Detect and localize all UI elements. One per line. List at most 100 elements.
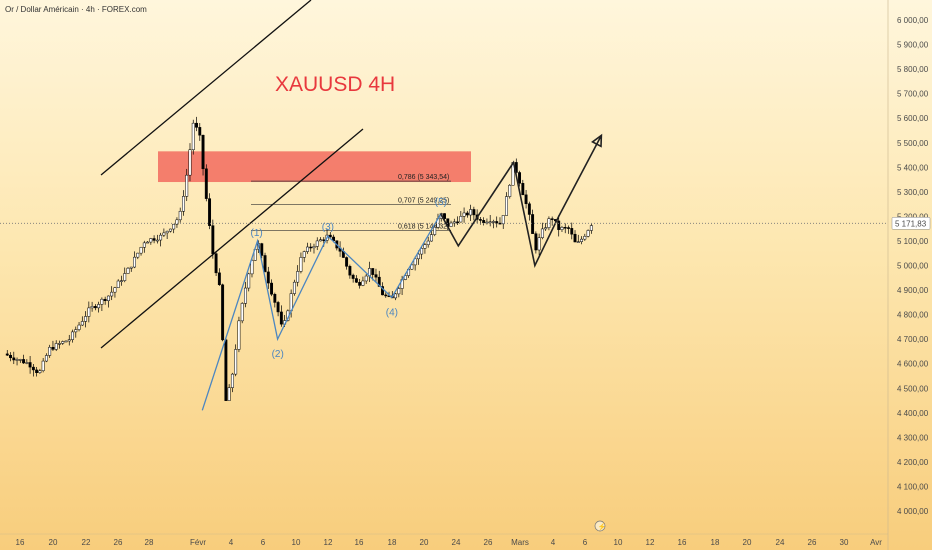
candle-body — [110, 291, 114, 297]
candle-body — [397, 288, 401, 295]
candle-body — [116, 280, 120, 288]
wave-label: (5) — [435, 197, 447, 208]
channel-upper-line — [100, 0, 312, 176]
time-zone-button[interactable]: ⚡ — [594, 520, 606, 532]
forecast-arrow-icon — [591, 133, 603, 148]
candle-body — [374, 274, 378, 278]
candle-body — [315, 240, 319, 247]
candle-body — [71, 331, 74, 340]
candle-body — [217, 272, 221, 286]
candle-body — [377, 276, 381, 287]
price-tick-label: 4 800,00 — [897, 311, 929, 320]
time-tick-label: 12 — [646, 538, 655, 547]
candle-body — [580, 238, 584, 242]
candle-body — [188, 149, 192, 176]
wave-label: (2) — [272, 349, 284, 360]
time-tick-label: 24 — [776, 538, 785, 547]
time-tick-label: 6 — [583, 538, 588, 547]
candle-body — [423, 244, 427, 249]
candle-body — [469, 209, 473, 216]
candle-body — [270, 282, 274, 295]
candle-body — [90, 306, 94, 309]
candle-body — [348, 266, 352, 276]
candle-body — [443, 213, 446, 219]
price-axis[interactable]: 6 000,00 5 900,00 5 800,00 5 700,00 5 600,00… — [887, 0, 929, 550]
candle-body — [276, 302, 280, 313]
candle-body — [162, 232, 166, 236]
candle-body — [567, 227, 570, 229]
price-tick-label: 5 200,00 — [897, 212, 929, 221]
price-tick-label: 5 900,00 — [897, 41, 929, 50]
candle-body — [22, 359, 26, 364]
candle-body — [524, 194, 528, 205]
candle-body — [550, 218, 554, 220]
candle-body — [198, 127, 202, 136]
resistance-zone — [158, 151, 471, 183]
candle-body — [527, 203, 531, 215]
candle-body — [113, 287, 117, 293]
candle-body — [266, 271, 270, 284]
candle-body — [371, 268, 375, 275]
candle-body — [221, 284, 225, 341]
time-tick-label: 16 — [16, 538, 25, 547]
price-tick-label: 4 400,00 — [897, 409, 929, 418]
candle-body — [273, 293, 277, 303]
candle-body — [77, 324, 81, 330]
fib-level-label: 0,707 (5 249,25) — [398, 197, 449, 204]
candle-body — [240, 303, 244, 322]
candle-body — [191, 122, 195, 151]
time-tick-label: 30 — [840, 538, 849, 547]
candles — [5, 116, 593, 401]
candle-body — [155, 239, 159, 242]
candle-body — [449, 222, 453, 227]
price-tick-label: 5 500,00 — [897, 139, 929, 148]
candle-body — [74, 329, 78, 333]
candle-body — [583, 236, 587, 240]
candle-body — [521, 183, 525, 196]
time-tick-label: 28 — [145, 538, 154, 547]
time-tick-label: 20 — [49, 538, 58, 547]
price-tick-label: 6 000,00 — [897, 16, 929, 25]
candle-body — [12, 357, 16, 361]
price-tick-label: 4 200,00 — [897, 458, 929, 467]
candle-body — [472, 209, 476, 216]
candle-body — [488, 221, 492, 223]
candle-body — [563, 227, 567, 229]
candle-body — [518, 172, 522, 184]
candle-body — [381, 286, 384, 296]
candle-body — [149, 238, 153, 243]
candle-body — [420, 248, 424, 255]
channel-lower-line — [100, 128, 364, 349]
candle-body — [58, 343, 61, 345]
candle-body — [478, 219, 482, 221]
candle-body — [93, 306, 97, 309]
candle-body — [302, 251, 306, 258]
candle-body — [537, 237, 541, 251]
candle-body — [589, 225, 593, 231]
time-tick-label: Avr — [870, 538, 882, 547]
time-tick-label: 26 — [114, 538, 123, 547]
candle-body — [351, 274, 355, 279]
candle-body — [328, 234, 332, 238]
candle-body — [573, 233, 577, 243]
candle-body — [61, 341, 65, 344]
candle-body — [214, 253, 218, 274]
candle-body — [28, 362, 32, 368]
candle-body — [531, 214, 535, 234]
candle-body — [250, 260, 254, 275]
candle-body — [5, 353, 9, 356]
candle-body — [48, 347, 52, 356]
time-axis[interactable]: 16 20 22 26 28 Févr 4 6 10 12 16 18 20 24 26 Mars 4 6 10 12… — [0, 533, 888, 547]
candle-body — [384, 294, 388, 297]
forecast-path — [440, 135, 603, 268]
candle-body — [15, 359, 19, 361]
candle-body — [159, 234, 163, 241]
candle-body — [482, 220, 486, 224]
price-tick-label: 5 800,00 — [897, 65, 929, 74]
candle-body — [492, 221, 495, 223]
candle-body — [175, 219, 179, 225]
candle-body — [227, 387, 231, 401]
time-tick-label: 26 — [484, 538, 493, 547]
wave-label: (1) — [251, 228, 263, 239]
